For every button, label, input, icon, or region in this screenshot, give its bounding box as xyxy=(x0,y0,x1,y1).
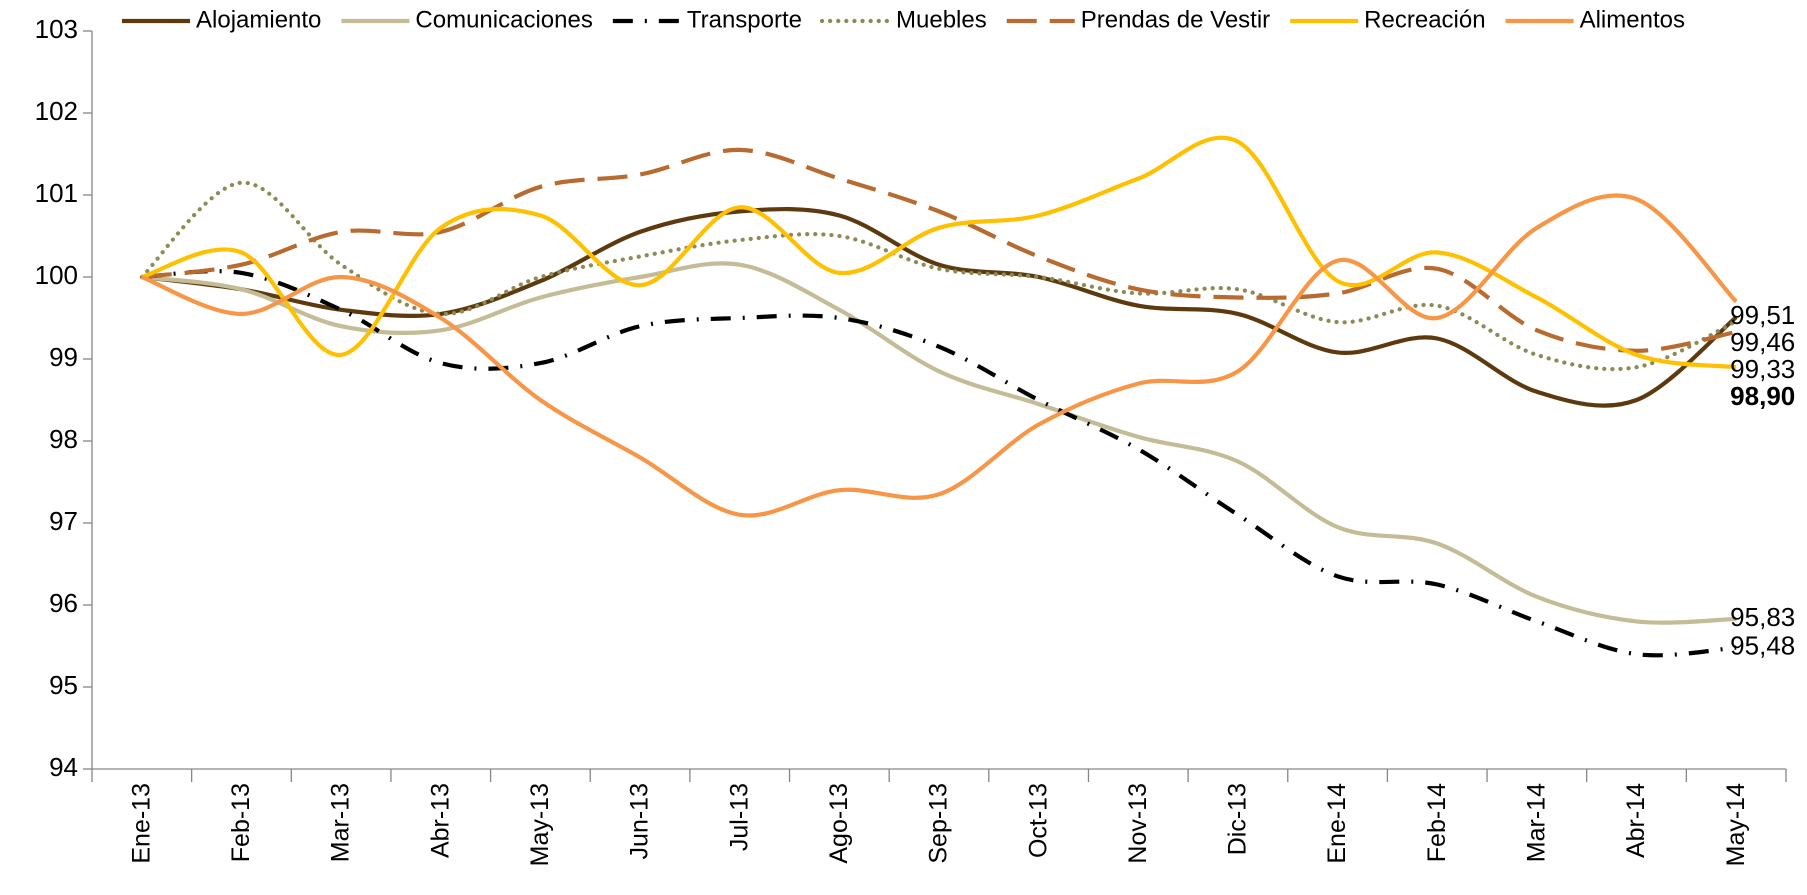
x-tick-label: Mar-14 xyxy=(1522,783,1550,862)
x-tick-label: Nov-13 xyxy=(1124,783,1152,864)
x-tick-label: Feb-14 xyxy=(1423,783,1451,862)
y-tick-label: 101 xyxy=(35,178,78,208)
y-tick-label: 102 xyxy=(35,96,78,126)
legend-label: Transporte xyxy=(687,6,802,33)
x-tick-label: Abr-13 xyxy=(426,783,454,858)
x-tick-label: Jun-13 xyxy=(626,783,654,859)
x-tick-label: May-14 xyxy=(1722,783,1750,866)
x-tick-label: Mar-13 xyxy=(327,783,355,862)
y-tick-label: 95 xyxy=(49,670,78,700)
data-label: 95,48 xyxy=(1730,631,1795,661)
y-tick-label: 94 xyxy=(49,752,78,782)
x-tick-label: Jul-13 xyxy=(725,783,753,851)
y-tick-label: 99 xyxy=(49,342,78,372)
data-label: 99,33 xyxy=(1730,354,1795,384)
x-tick-label: Ago-13 xyxy=(825,783,853,864)
legend-label: Prendas de Vestir xyxy=(1081,6,1270,33)
series-line xyxy=(141,269,1737,658)
series-line xyxy=(141,206,1738,408)
legend-label: Alojamiento xyxy=(196,6,321,33)
series-line xyxy=(139,180,1739,372)
x-tick-label: Ene-13 xyxy=(127,783,155,864)
data-label: 98,90 xyxy=(1730,381,1795,411)
y-tick-label: 100 xyxy=(35,260,78,290)
legend-label: Alimentos xyxy=(1580,6,1685,33)
y-tick-label: 97 xyxy=(49,506,78,536)
y-tick-label: 96 xyxy=(49,588,78,618)
x-tick-label: Feb-13 xyxy=(227,783,255,862)
x-tick-label: Abr-14 xyxy=(1622,783,1650,858)
legend-label: Recreación xyxy=(1364,6,1485,33)
data-label: 95,83 xyxy=(1730,602,1795,632)
y-tick-label: 103 xyxy=(35,14,78,44)
data-label: 99,51 xyxy=(1730,300,1795,330)
x-tick-label: Dic-13 xyxy=(1224,783,1252,855)
series-line xyxy=(141,135,1737,370)
series-line xyxy=(141,147,1737,353)
x-tick-label: May-13 xyxy=(526,783,554,866)
legend-label: Comunicaciones xyxy=(415,6,592,33)
x-tick-label: Ene-14 xyxy=(1323,783,1351,864)
series-line xyxy=(141,261,1737,625)
series-line xyxy=(141,193,1738,518)
y-tick-label: 98 xyxy=(49,424,78,454)
x-tick-label: Sep-13 xyxy=(925,783,953,864)
legend-label: Muebles xyxy=(896,6,987,33)
data-label: 99,46 xyxy=(1730,327,1795,357)
x-tick-label: Oct-13 xyxy=(1024,783,1052,858)
